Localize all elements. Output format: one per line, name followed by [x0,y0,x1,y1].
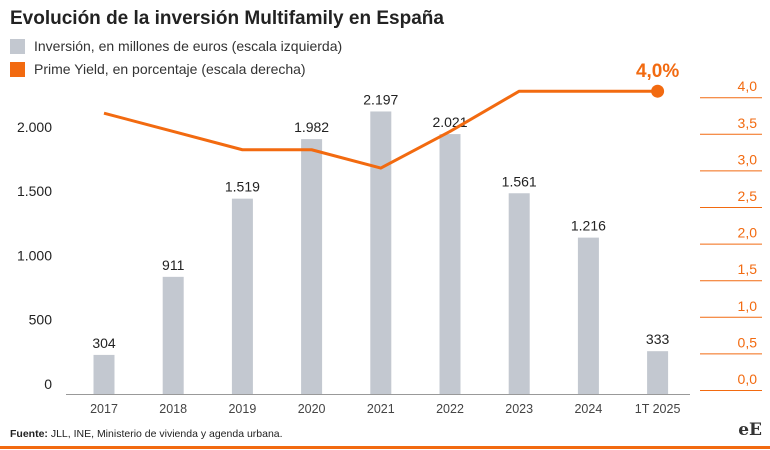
left-tick-label: 1.000 [17,247,52,263]
source-note: Fuente: JLL, INE, Ministerio de vivienda… [10,428,283,440]
x-tick-label: 2017 [90,402,118,416]
bar [370,111,392,395]
legend-item-investment: Inversión, en millones de euros (escala … [10,38,342,54]
bottom-rule [0,446,770,449]
logo-text: eE [738,420,762,440]
bar [301,139,323,394]
x-tick-label: 1T 2025 [635,402,681,416]
bar [647,351,669,394]
right-tick-label: 2,5 [738,188,758,204]
x-tick-label: 2020 [298,402,326,416]
bar-value-label: 1.561 [502,173,537,189]
right-tick-label: 4,0 [738,78,758,94]
right-tick-label: 1,5 [738,261,758,277]
bar-value-label: 1.982 [294,119,329,135]
left-tick-label: 500 [29,312,53,328]
left-tick-label: 2.000 [17,119,52,135]
yield-line [103,89,658,170]
publisher-logo: eE [738,420,762,440]
bar-value-label: 1.216 [571,218,606,234]
x-tick-label: 2021 [367,402,395,416]
legend-swatch-investment [10,38,25,54]
bar-value-label: 911 [162,257,185,273]
x-tick-label: 2022 [436,402,464,416]
bar [93,354,115,394]
bar-value-label: 333 [646,331,670,347]
right-tick-label: 2,0 [738,225,758,241]
yield-end-label: 4,0% [636,61,679,82]
bar [162,276,184,394]
right-tick-label: 3,5 [738,115,758,131]
legend-item-yield: Prime Yield, en porcentaje (escala derec… [10,61,306,77]
legend-label-yield: Prime Yield, en porcentaje (escala derec… [34,61,306,77]
legend-swatch-yield [10,61,25,77]
left-tick-label: 0 [44,376,52,392]
legend-label-investment: Inversión, en millones de euros (escala … [34,38,343,54]
right-tick-label: 0,0 [738,371,758,387]
right-tick-label: 0,5 [738,334,758,350]
left-tick-label: 1.500 [17,183,52,199]
right-tick-label: 1,0 [738,298,758,314]
bar-value-label: 1.519 [225,179,260,195]
bar-value-label: 2.021 [432,114,467,130]
source-label: Fuente: [10,428,48,440]
bar-value-label: 2.197 [363,91,398,107]
bar [508,193,530,394]
chart-title: Evolución de la inversión Multifamily en… [10,8,444,29]
bar-value-label: 304 [92,335,116,351]
x-tick-label: 2019 [228,402,256,416]
x-tick-label: 2023 [505,402,533,416]
source-text: JLL, INE, Ministerio de vivienda y agend… [47,428,283,440]
bar [231,198,253,394]
x-tick-label: 2024 [574,402,602,416]
yield-end-marker [651,84,665,98]
bar [439,134,461,394]
right-tick-label: 3,0 [738,151,758,167]
x-tick-label: 2018 [159,402,187,416]
bar [577,237,599,394]
